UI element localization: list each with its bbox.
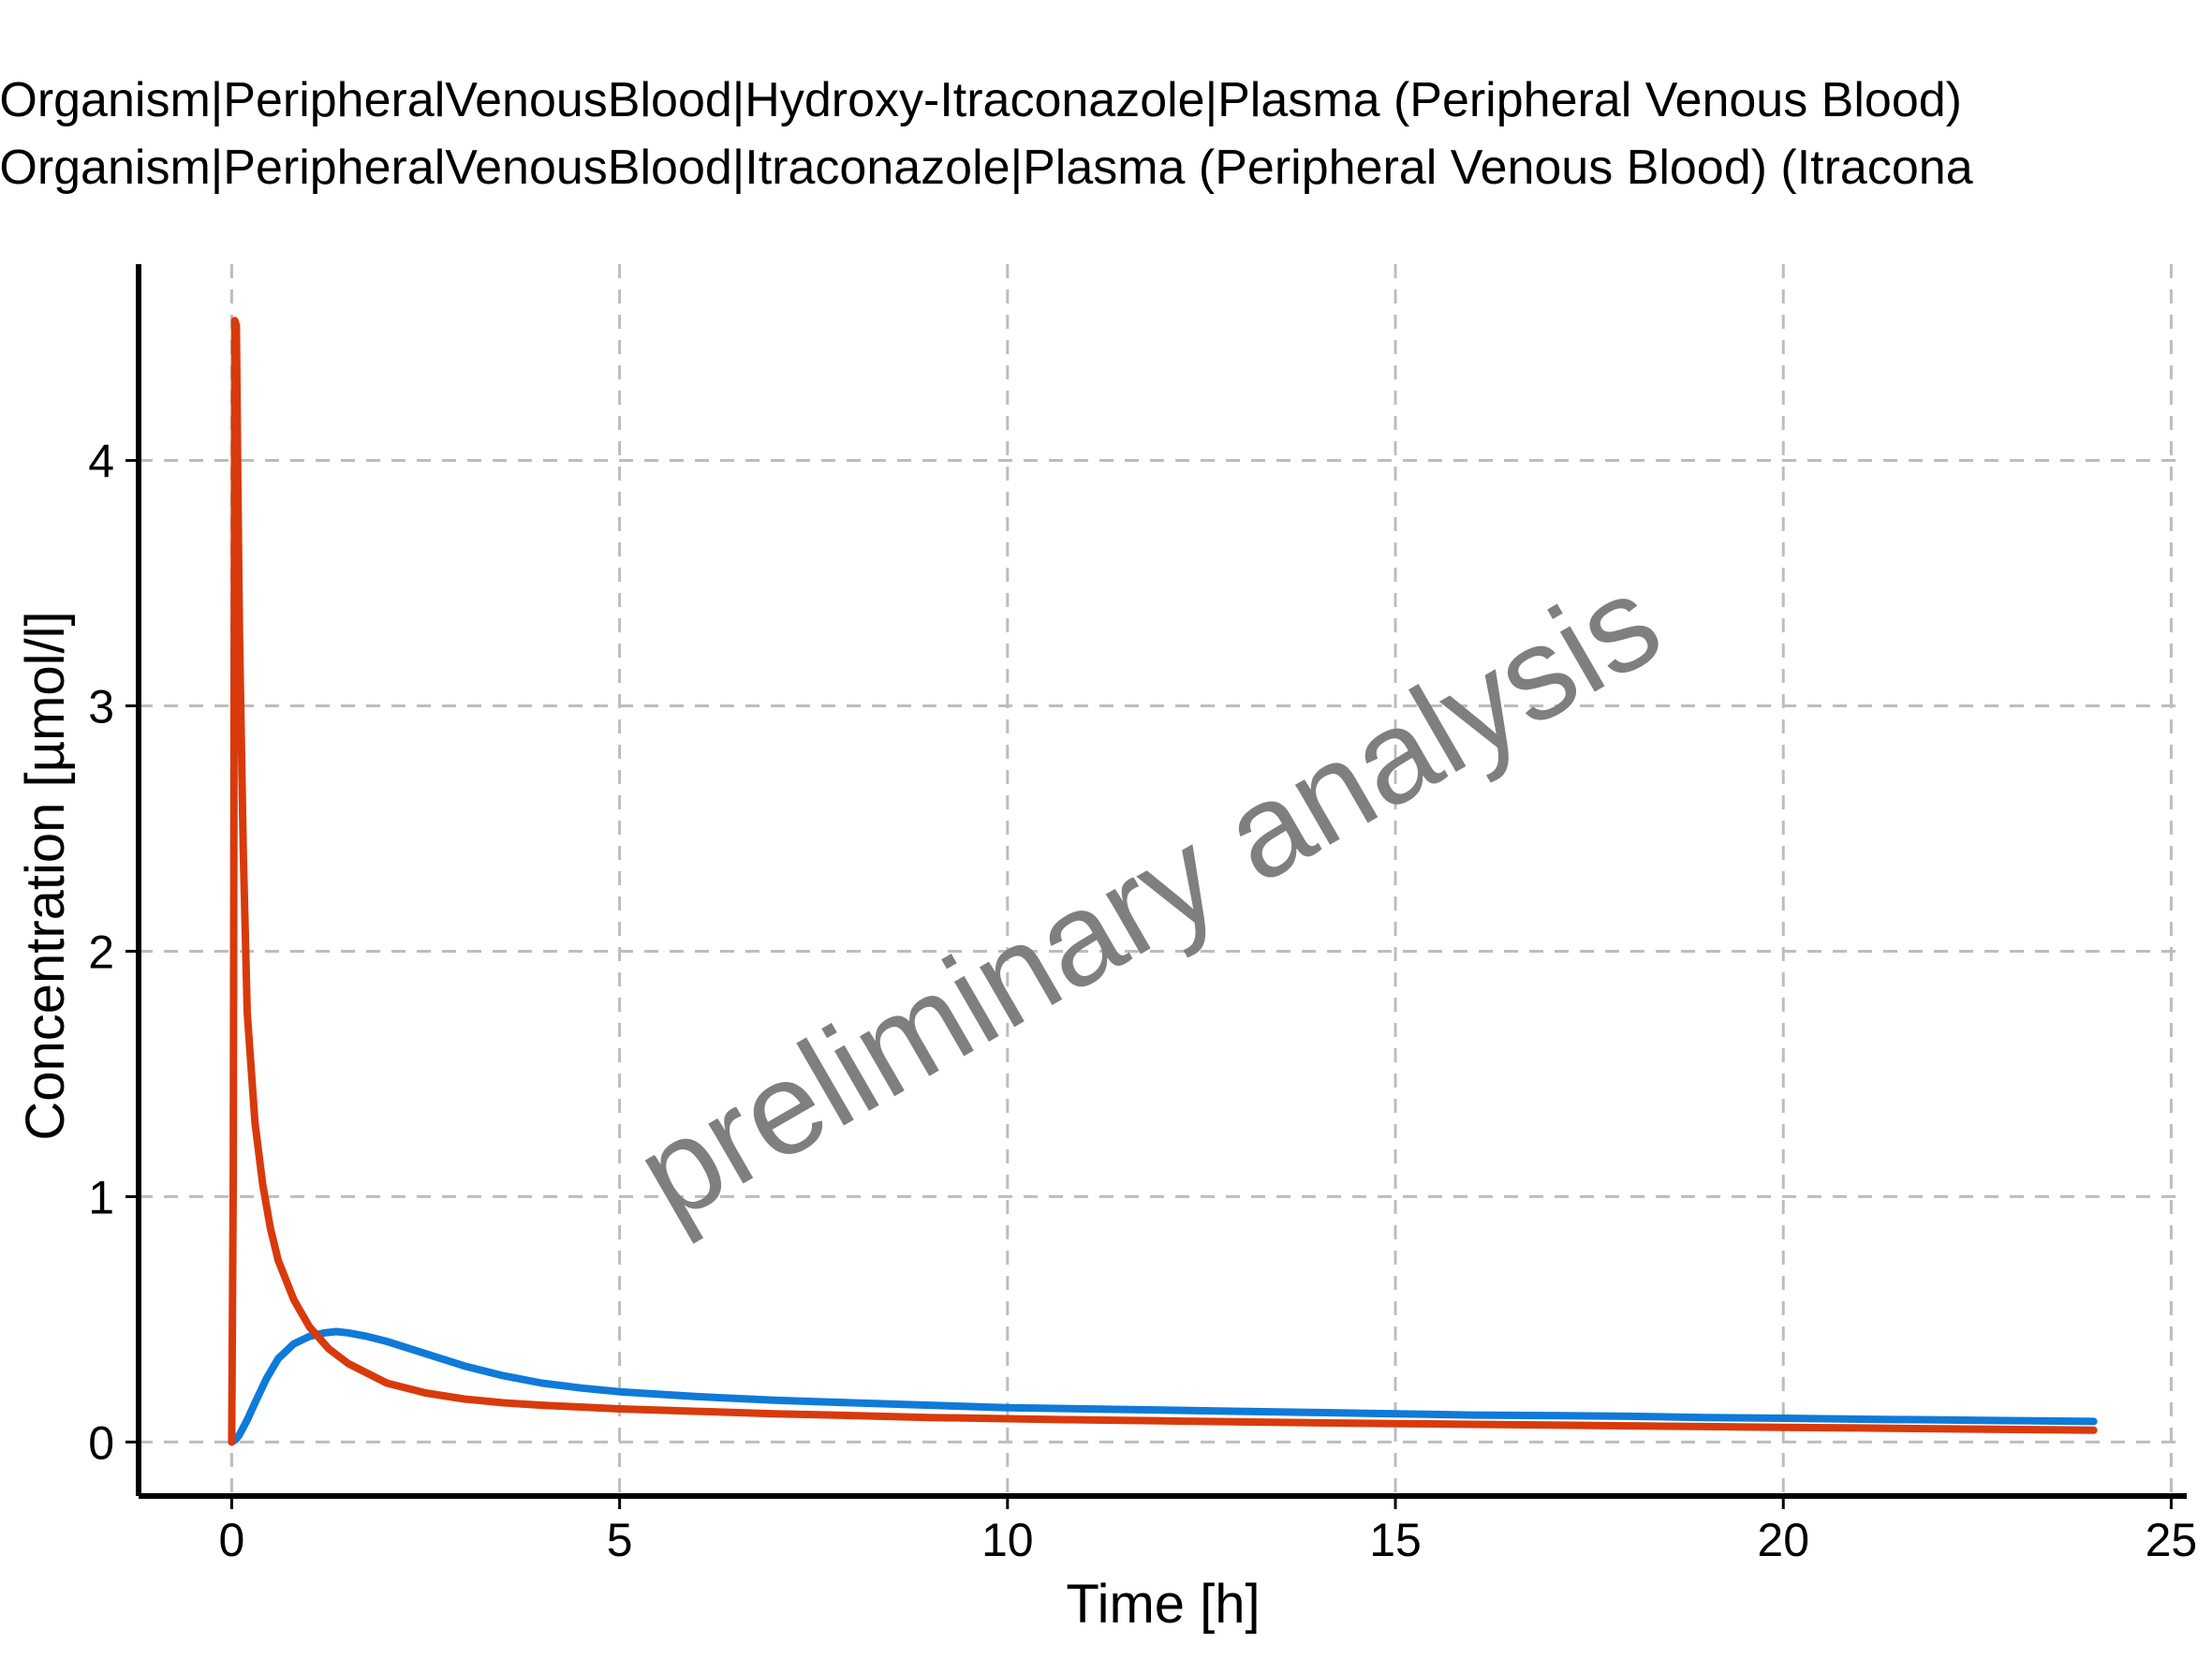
series-line-hydroxy-itraconazole bbox=[228, 1327, 2098, 1446]
y-tick-label: 1 bbox=[88, 1171, 114, 1223]
x-tick-label: 25 bbox=[2146, 1514, 2198, 1566]
x-axis-title: Time [h] bbox=[1066, 1574, 1260, 1635]
y-tick-label: 3 bbox=[88, 681, 114, 733]
legend: d Organism|PeripheralVenousBlood|Hydroxy… bbox=[0, 73, 1973, 195]
legend-entry-itraconazole: d Organism|PeripheralVenousBlood|Itracon… bbox=[0, 141, 1973, 195]
x-tick-label: 10 bbox=[981, 1514, 1034, 1566]
ticks: 0 5 10 15 20 25 0 1 2 3 4 bbox=[88, 436, 2197, 1566]
series-line-itraconazole bbox=[228, 317, 2098, 1446]
y-tick-label: 0 bbox=[88, 1416, 114, 1469]
y-tick-label: 2 bbox=[88, 926, 114, 978]
series-layer bbox=[228, 317, 2098, 1446]
grid bbox=[139, 264, 2187, 1496]
y-tick-label: 4 bbox=[88, 436, 114, 488]
x-tick-label: 0 bbox=[219, 1514, 245, 1566]
legend-entry-hydroxy-itraconazole: d Organism|PeripheralVenousBlood|Hydroxy… bbox=[0, 73, 1962, 127]
y-axis-title: Concentration [µmol/l] bbox=[15, 611, 76, 1140]
watermark-text: preliminary analysis bbox=[612, 546, 1683, 1250]
x-tick-label: 15 bbox=[1369, 1514, 1422, 1566]
x-tick-label: 5 bbox=[607, 1514, 633, 1566]
x-tick-label: 20 bbox=[1757, 1514, 1809, 1566]
